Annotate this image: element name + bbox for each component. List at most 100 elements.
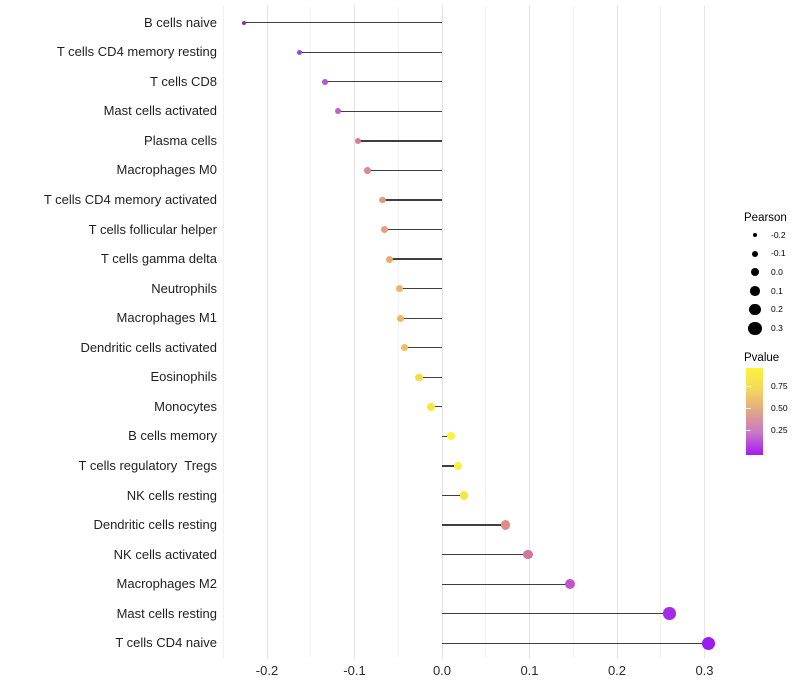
y-axis-label: T cells gamma delta — [100, 251, 217, 267]
major-gridline — [704, 6, 705, 658]
major-gridline — [266, 6, 268, 658]
y-axis-label: Mast cells resting — [116, 605, 217, 621]
size-legend-dot — [749, 304, 761, 316]
y-axis-label: Macrophages M2 — [116, 576, 217, 592]
colorbar-label: 0.50 — [771, 402, 788, 413]
y-axis-label: Macrophages M1 — [116, 310, 217, 326]
y-axis-label: B cells naive — [144, 14, 217, 30]
size-legend-label: 0.3 — [771, 323, 783, 333]
lollipop-dot — [663, 607, 676, 620]
size-legend-dot — [751, 250, 759, 257]
size-legend-label: -0.1 — [771, 248, 786, 259]
colorbar-tick — [746, 407, 751, 409]
lollipop-dot — [334, 108, 341, 115]
lollipop-stem — [399, 288, 442, 290]
lollipop-stem — [324, 81, 442, 83]
major-gridline — [529, 6, 530, 658]
lollipop-dot — [379, 196, 386, 204]
lollipop-stem — [442, 435, 451, 438]
y-axis-label: Dendritic cells resting — [93, 517, 217, 533]
lollipop-dot — [522, 549, 533, 560]
x-tick-label: 0.2 — [607, 663, 627, 678]
lollipop-stem — [442, 613, 670, 615]
size-legend-dot — [750, 286, 760, 296]
lollipop-stem — [442, 465, 458, 467]
lollipop-dot — [501, 520, 511, 530]
x-tick-label: -0.1 — [343, 663, 366, 678]
lollipop-stem — [244, 22, 442, 24]
size-legend-dot — [751, 268, 759, 277]
lollipop-dot — [395, 285, 403, 293]
lollipop-dot — [702, 636, 716, 650]
lollipop-dot — [296, 49, 302, 55]
size-legend-label: -0.2 — [771, 229, 786, 240]
lollipop-dot — [459, 491, 469, 500]
y-axis-label: B cells memory — [128, 428, 217, 444]
y-axis-label: Neutrophils — [151, 280, 217, 296]
minor-gridline — [660, 6, 662, 658]
lollipop-stem — [382, 199, 442, 201]
lollipop-stem — [400, 317, 442, 319]
minor-gridline — [572, 6, 574, 658]
y-axis-label: Eosinophils — [150, 369, 218, 385]
y-axis-label: Plasma cells — [144, 132, 217, 148]
lollipop-dot — [397, 314, 405, 322]
color-legend-title: Pvalue — [744, 352, 780, 364]
y-axis-label: Mast cells activated — [103, 103, 217, 119]
major-gridline — [616, 6, 618, 658]
size-legend-title: Pearson — [744, 212, 787, 224]
lollipop-dot — [380, 226, 388, 233]
major-gridline — [354, 6, 355, 658]
lollipop-dot — [426, 402, 435, 411]
colorbar-label: 0.75 — [771, 380, 788, 391]
y-axis-label: Macrophages M0 — [116, 162, 217, 178]
x-tick-label: 0.1 — [520, 663, 539, 678]
pvalue-colorbar — [746, 368, 763, 455]
size-legend-label: 0.1 — [771, 285, 783, 296]
lollipop-stem — [419, 376, 442, 378]
lollipop-dot — [453, 461, 462, 471]
minor-gridline — [397, 6, 399, 658]
major-gridline — [441, 6, 443, 658]
lollipop-stem — [442, 642, 709, 644]
lollipop-dot — [364, 167, 371, 174]
lollipop-dot — [415, 373, 424, 382]
size-legend-dot — [752, 232, 758, 238]
y-axis-label: T cells CD4 memory resting — [56, 44, 217, 60]
lollipop-dot — [564, 578, 575, 590]
x-tick-label: 0.3 — [695, 663, 714, 678]
colorbar-tick — [746, 385, 751, 387]
lollipop-stem — [442, 524, 506, 526]
minor-gridline — [485, 6, 487, 658]
y-axis-label: T cells follicular helper — [88, 221, 217, 237]
lollipop-stem — [404, 347, 442, 349]
lollipop-stem — [442, 553, 528, 556]
size-legend-dot — [748, 321, 762, 336]
x-tick-label: -0.2 — [255, 663, 279, 678]
minor-gridline — [310, 6, 312, 658]
lollipop-stem — [430, 406, 442, 408]
y-axis-label: Monocytes — [154, 398, 217, 414]
y-axis-label: Dendritic cells activated — [80, 339, 217, 355]
x-tick-label: 0.0 — [432, 663, 452, 678]
lollipop-stem — [442, 494, 464, 497]
y-axis-label: NK cells resting — [126, 487, 217, 503]
lollipop-dot — [321, 78, 328, 85]
colorbar-tick — [746, 429, 751, 431]
y-axis-label: T cells CD8 — [150, 73, 217, 89]
y-axis-label: NK cells activated — [113, 546, 217, 562]
lollipop-stem — [389, 258, 442, 260]
lollipop-dot — [400, 344, 408, 352]
y-axis-label: T cells CD4 naive — [115, 635, 217, 651]
y-axis-label: T cells CD4 memory activated — [43, 192, 217, 207]
lollipop-dot — [446, 432, 455, 441]
lollipop-stem — [358, 140, 442, 142]
lollipop-dot — [386, 255, 393, 263]
y-axis-label: T cells regulatory Tregs — [78, 457, 217, 473]
lollipop-dot — [354, 137, 362, 145]
size-legend-label: 0.2 — [771, 304, 783, 315]
lollipop-dot — [242, 20, 247, 25]
size-legend-label: 0.0 — [771, 266, 783, 277]
lollipop-stem — [384, 228, 442, 231]
lollipop-stem — [367, 169, 442, 172]
